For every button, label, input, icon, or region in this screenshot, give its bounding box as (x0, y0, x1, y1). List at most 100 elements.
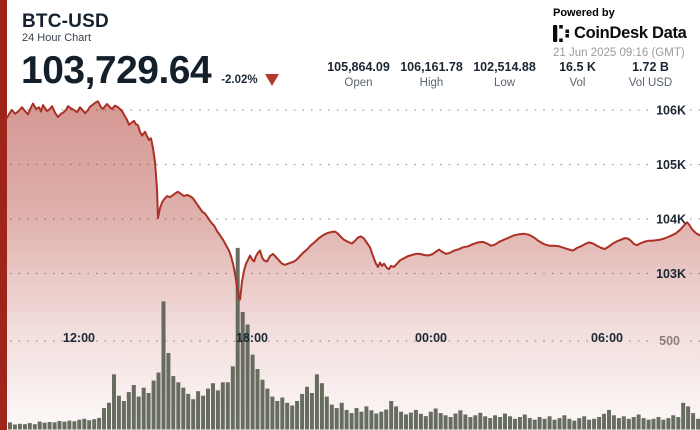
stat-high: 106,161.78 High (395, 60, 468, 89)
brand-block: Powered by CoinDesk Data 21 Jun 2025 09:… (553, 7, 698, 59)
volume-bar (681, 402, 686, 430)
volume-bar (116, 395, 121, 430)
volume-bar (438, 413, 443, 430)
volume-bar (577, 418, 582, 430)
volume-bar (498, 417, 503, 430)
y-axis-tick: 105K (656, 158, 686, 172)
volume-bar (384, 409, 389, 430)
volume-bar (22, 424, 27, 430)
volume-bar (156, 372, 161, 430)
volume-bar (641, 418, 646, 430)
volume-bar (57, 421, 62, 430)
volume-bar (597, 417, 602, 430)
volume-bar (309, 393, 314, 430)
volume-bar (92, 419, 97, 430)
volume-bar (473, 415, 478, 430)
volume-bar (542, 418, 547, 430)
volume-bar (404, 414, 408, 430)
volume-bar (107, 402, 111, 430)
volume-bar (344, 409, 349, 430)
volume-bar (62, 421, 67, 430)
volume-bar (42, 422, 47, 430)
volume-bar (196, 391, 201, 430)
stat-label: Vol USD (628, 77, 673, 89)
volume-bar (191, 399, 196, 430)
x-axis-tick: 06:00 (591, 331, 623, 345)
volume-bar (532, 419, 537, 430)
volume-bar (186, 393, 191, 430)
y-axis-tick: 103K (656, 267, 686, 281)
volume-bar (349, 413, 354, 430)
volume-bar (260, 379, 265, 430)
volume-bar (285, 402, 290, 430)
volume-bar (616, 418, 621, 430)
volume-bar (433, 408, 438, 430)
volume-bar (602, 413, 606, 430)
price-row: 103,729.64 -2.02% (21, 51, 279, 91)
volume-bar (161, 301, 166, 430)
volume-bar (27, 423, 32, 430)
volume-bar (651, 418, 656, 430)
volume-axis-tick: 500 (659, 334, 680, 348)
x-axis-tick: 00:00 (415, 331, 447, 345)
stat-value: 102,514.88 (473, 60, 536, 74)
volume-bar (676, 417, 681, 430)
volume-bar (211, 383, 215, 430)
volume-bar (339, 402, 344, 430)
volume-bar (250, 354, 255, 430)
volume-bar (374, 413, 379, 430)
volume-bar (413, 409, 418, 430)
volume-bar (512, 418, 517, 430)
stat-label: Low (493, 77, 516, 89)
volume-bar (582, 416, 587, 430)
volume-bar (245, 324, 250, 430)
volume-bar (112, 374, 116, 430)
volume-bar (176, 382, 181, 430)
volume-bar (230, 366, 235, 430)
ohlc-stats-row: 105,864.09 Open 106,161.78 High 102,514.88 Lo… (322, 60, 687, 89)
volume-bar (77, 419, 82, 430)
volume-bar (686, 406, 691, 430)
volume-bar (97, 417, 102, 430)
price-area-fill (7, 101, 700, 430)
price-line (6, 100, 700, 301)
volume-bar (32, 424, 37, 430)
coindesk-logo[interactable]: CoinDesk Data (553, 24, 698, 43)
volume-bar (181, 387, 186, 430)
volume-bar (696, 418, 700, 430)
volume-bar (661, 419, 666, 430)
volume-bar (37, 421, 42, 430)
volume-bar (607, 409, 611, 430)
volume-bar (270, 396, 275, 430)
volume-bar (220, 382, 225, 430)
volume-bar (290, 405, 295, 430)
symbol-title: BTC-USD (22, 11, 109, 32)
down-arrow-icon (264, 74, 279, 86)
volume-bar (666, 418, 671, 430)
volume-bar (275, 401, 280, 430)
volume-bar (517, 417, 522, 430)
volume-bar (171, 376, 176, 430)
volume-bar (468, 417, 473, 430)
volume-bar (314, 374, 319, 430)
volume-bar (611, 415, 616, 430)
volume-bar (72, 421, 77, 430)
volume-bar (364, 406, 369, 430)
volume-bar (552, 419, 557, 430)
stat-value: 1.72 B (632, 60, 669, 74)
volume-bar (453, 413, 458, 430)
volume-bar (656, 417, 661, 430)
volume-bar (305, 386, 309, 430)
volume-bar (503, 413, 507, 430)
stat-value: 106,161.78 (400, 60, 463, 74)
volume-bar (87, 420, 92, 430)
volume-bar (102, 408, 106, 430)
volume-bar (448, 417, 453, 430)
volume-bar (146, 393, 151, 430)
stat-label: Open (344, 77, 373, 89)
stat-value: 16.5 K (559, 60, 596, 74)
volume-bar (215, 390, 220, 430)
volume-bar (82, 418, 87, 430)
